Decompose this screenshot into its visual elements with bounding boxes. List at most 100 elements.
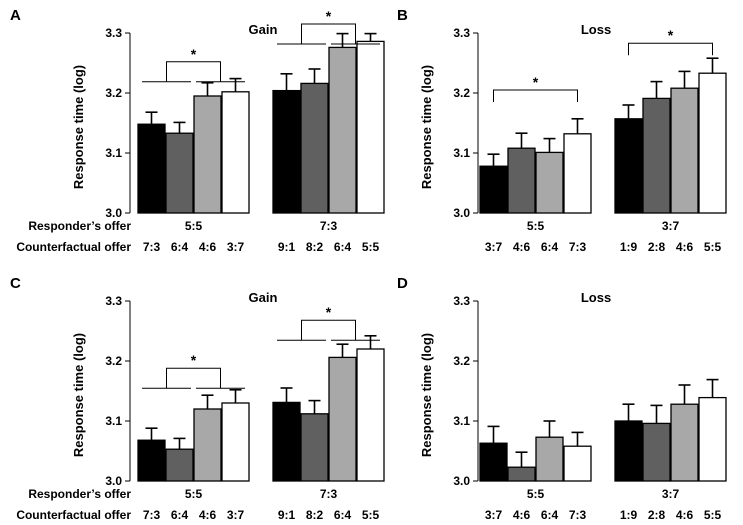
y-tick-label: 3.2	[453, 86, 470, 100]
bar	[698, 72, 727, 214]
counterfactual-offer-label: 4:6	[513, 240, 531, 254]
y-tick-label: 3.0	[453, 474, 470, 488]
y-tick-label: 3.1	[453, 146, 470, 160]
bar	[356, 348, 385, 482]
panel-letter-B: B	[397, 7, 408, 24]
y-tick-label: 3.0	[105, 206, 122, 220]
responder-offer-label: 5:5	[527, 487, 545, 501]
responder-offer-label: 5:5	[185, 487, 203, 501]
counterfactual-offer-label: 3:7	[485, 240, 503, 254]
panel-title-B: Loss	[581, 22, 611, 37]
counterfactual-offer-label: 6:4	[541, 508, 559, 522]
row-label-counterfactual-top: Counterfactual offer	[16, 240, 131, 254]
counterfactual-offer-label: 6:4	[541, 240, 559, 254]
counterfactual-offer-label: 7:3	[569, 508, 587, 522]
bar	[670, 87, 699, 214]
y-axis-label-A: Response time (log)	[71, 65, 86, 189]
significance-star: *	[668, 27, 674, 43]
bar	[272, 89, 301, 214]
y-tick-label: 3.2	[105, 354, 122, 368]
panel-title-D: Loss	[581, 290, 611, 305]
significance-bracket	[301, 319, 356, 341]
counterfactual-offer-label: 4:6	[676, 240, 694, 254]
bar	[356, 40, 385, 214]
bar	[193, 95, 222, 214]
responder-offer-label: 5:5	[527, 219, 545, 233]
responder-offer-label: 7:3	[320, 487, 338, 501]
bar	[698, 396, 727, 482]
y-tick-label: 3.3	[105, 294, 122, 308]
y-axis-label-D: Response time (log)	[419, 333, 434, 457]
panel-title-C: Gain	[249, 290, 278, 305]
counterfactual-offer-label: 9:1	[278, 240, 296, 254]
significance-bracket	[628, 42, 713, 56]
significance-star: *	[533, 74, 539, 90]
bar	[642, 422, 671, 482]
counterfactual-offer-label: 5:5	[704, 508, 722, 522]
significance-star: *	[191, 352, 197, 368]
bar	[563, 133, 592, 214]
bar	[507, 147, 536, 214]
counterfactual-offer-label: 5:5	[362, 508, 380, 522]
significance-star: *	[191, 46, 197, 62]
significance-bracket	[166, 61, 221, 82]
bar	[479, 165, 508, 214]
bar	[300, 413, 329, 482]
counterfactual-offer-label: 1:9	[620, 508, 638, 522]
counterfactual-offer-label: 8:2	[306, 508, 324, 522]
y-tick-label: 3.0	[453, 206, 470, 220]
counterfactual-offer-label: 1:9	[620, 240, 638, 254]
counterfactual-offer-label: 6:4	[171, 240, 189, 254]
bar	[193, 408, 222, 482]
y-tick-label: 3.1	[453, 414, 470, 428]
y-axis-label-C: Response time (log)	[71, 333, 86, 457]
counterfactual-offer-label: 4:6	[199, 240, 217, 254]
counterfactual-offer-label: 7:3	[143, 508, 161, 522]
counterfactual-offer-label: 8:2	[306, 240, 324, 254]
counterfactual-offer-label: 4:6	[676, 508, 694, 522]
row-label-responder-top: Responder’s offer	[28, 219, 131, 233]
counterfactual-offer-label: 5:5	[362, 240, 380, 254]
bar	[535, 151, 564, 214]
y-tick-label: 3.2	[105, 86, 122, 100]
bar	[137, 123, 166, 214]
y-tick-label: 3.3	[105, 26, 122, 40]
bar	[535, 436, 564, 482]
bar	[328, 356, 357, 482]
responder-offer-label: 5:5	[185, 219, 203, 233]
counterfactual-offer-label: 2:8	[648, 240, 666, 254]
bar	[137, 439, 166, 482]
significance-bracket	[166, 367, 221, 389]
counterfactual-offer-label: 4:6	[513, 508, 531, 522]
bar	[300, 82, 329, 214]
counterfactual-offer-label: 9:1	[278, 508, 296, 522]
responder-offer-label: 3:7	[662, 219, 680, 233]
responder-offer-label: 7:3	[320, 219, 338, 233]
panel-title-A: Gain	[249, 22, 278, 37]
counterfactual-offer-label: 5:5	[704, 240, 722, 254]
bar	[221, 402, 250, 482]
significance-bracket	[493, 89, 578, 102]
y-tick-label: 3.1	[105, 146, 122, 160]
bar	[165, 448, 194, 482]
significance-star: *	[326, 8, 332, 24]
counterfactual-offer-label: 6:4	[171, 508, 189, 522]
counterfactual-offer-label: 6:4	[334, 508, 352, 522]
row-label-responder-bottom: Responder’s offer	[28, 487, 131, 501]
responder-offer-label: 3:7	[662, 487, 680, 501]
panel-letter-C: C	[10, 275, 21, 292]
counterfactual-offer-label: 3:7	[485, 508, 503, 522]
y-tick-label: 3.3	[453, 294, 470, 308]
counterfactual-offer-label: 3:7	[227, 240, 245, 254]
row-label-counterfactual-bottom: Counterfactual offer	[16, 508, 131, 522]
bar	[328, 46, 357, 214]
counterfactual-offer-label: 3:7	[227, 508, 245, 522]
bar	[221, 91, 250, 214]
bar	[563, 445, 592, 482]
bar	[507, 466, 536, 482]
panel-letter-D: D	[397, 275, 408, 292]
panel-letter-A: A	[10, 7, 21, 24]
y-tick-label: 3.3	[453, 26, 470, 40]
counterfactual-offer-label: 4:6	[199, 508, 217, 522]
